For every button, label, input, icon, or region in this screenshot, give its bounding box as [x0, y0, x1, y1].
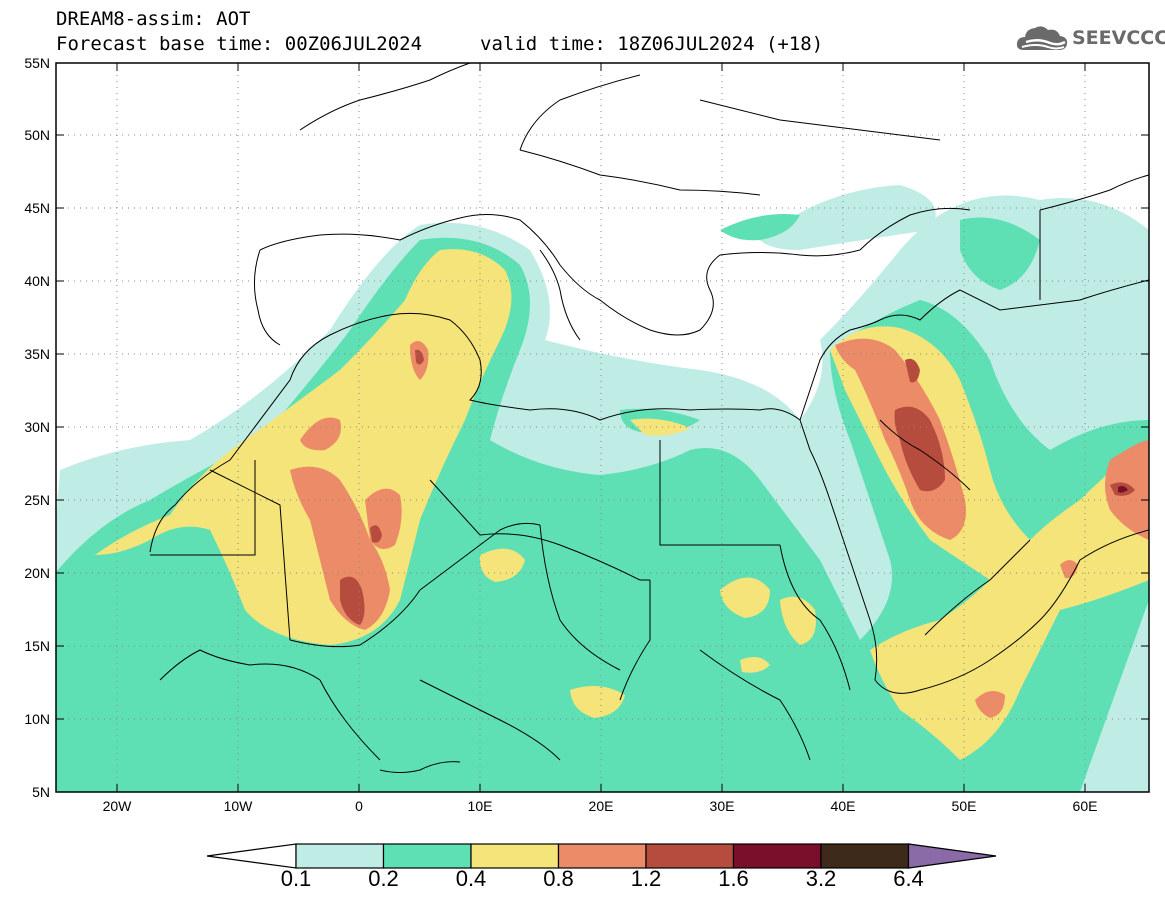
lat-label: 25N	[24, 492, 50, 508]
lon-label: 60E	[1072, 798, 1098, 814]
lon-label: 20W	[102, 798, 132, 814]
colorbar-swatch-5	[645, 843, 735, 869]
lon-label: 40E	[830, 798, 856, 814]
lon-label: 30E	[709, 798, 735, 814]
colorbar-label: 0.2	[368, 866, 399, 891]
colorbar-swatch-6	[732, 843, 822, 869]
lon-label: 0	[355, 798, 363, 814]
colorbar-swatch-7	[820, 843, 910, 869]
aot-field	[56, 63, 1149, 792]
logo-text: SEEVCCC	[1072, 27, 1165, 49]
lat-label: 55N	[24, 55, 50, 71]
lat-label: 5N	[32, 784, 50, 800]
lon-label: 50E	[951, 798, 977, 814]
colorbar-swatch-2	[382, 843, 472, 869]
colorbar	[206, 843, 997, 869]
map-title: DREAM8-assim: AOT	[56, 8, 251, 30]
coastlines-and-borders	[149, 63, 1149, 773]
colorbar-swatch-4	[557, 843, 647, 869]
lat-label: 15N	[24, 638, 50, 654]
colorbar-label: 0.1	[280, 866, 312, 891]
lat-label: 10N	[24, 711, 50, 727]
colorbar-label: 0.4	[455, 866, 487, 891]
colorbar-label: 1.2	[630, 866, 662, 891]
valid-time: valid time: 18Z06JUL2024 (+18)	[480, 33, 824, 55]
colorbar-swatch-1	[295, 843, 385, 869]
colorbar-over-triangle	[907, 843, 997, 869]
lat-label: 40N	[24, 273, 50, 289]
colorbar-label: 3.2	[805, 866, 837, 891]
lat-label: 35N	[24, 346, 50, 362]
colorbar-under-triangle	[206, 843, 297, 869]
colorbar-label: 1.6	[718, 866, 749, 891]
colorbar-swatch-3	[470, 843, 560, 869]
lon-label: 10E	[467, 798, 493, 814]
forecast-base-time: Forecast base time: 00Z06JUL2024	[56, 33, 423, 55]
lon-label: 20E	[588, 798, 614, 814]
colorbar-label: 6.4	[893, 866, 924, 891]
lat-label: 45N	[24, 200, 50, 216]
seevccc-logo: SEEVCCC	[1016, 22, 1165, 56]
lon-label: 10W	[223, 798, 253, 814]
colorbar-label: 0.8	[543, 866, 574, 891]
lat-label: 20N	[24, 565, 50, 581]
cloud-icon	[1016, 26, 1068, 50]
lat-label: 30N	[24, 419, 50, 435]
graticule	[56, 63, 1149, 792]
lat-label: 50N	[24, 127, 50, 143]
tick-marks	[56, 63, 1149, 792]
